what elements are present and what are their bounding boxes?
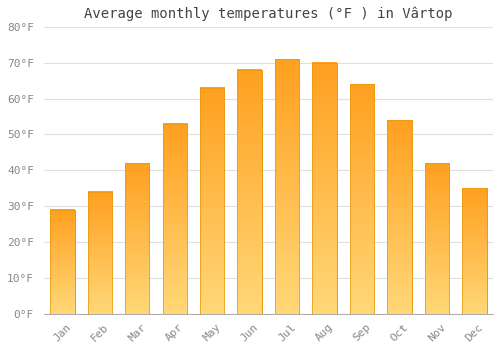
Bar: [275, 59, 299, 314]
Bar: [350, 84, 374, 314]
Title: Average monthly temperatures (°F ) in Vârtop: Average monthly temperatures (°F ) in Vâ…: [84, 7, 452, 21]
Bar: [88, 192, 112, 314]
Bar: [275, 59, 299, 314]
Bar: [462, 188, 486, 314]
Bar: [162, 124, 187, 314]
Bar: [125, 163, 150, 314]
Bar: [350, 84, 374, 314]
Bar: [88, 192, 112, 314]
Bar: [200, 88, 224, 314]
Bar: [125, 163, 150, 314]
Bar: [388, 120, 411, 314]
Bar: [50, 210, 74, 314]
Bar: [200, 88, 224, 314]
Bar: [162, 124, 187, 314]
Bar: [312, 63, 336, 314]
Bar: [312, 63, 336, 314]
Bar: [424, 163, 449, 314]
Bar: [388, 120, 411, 314]
Bar: [238, 70, 262, 314]
Bar: [462, 188, 486, 314]
Bar: [50, 210, 74, 314]
Bar: [424, 163, 449, 314]
Bar: [238, 70, 262, 314]
